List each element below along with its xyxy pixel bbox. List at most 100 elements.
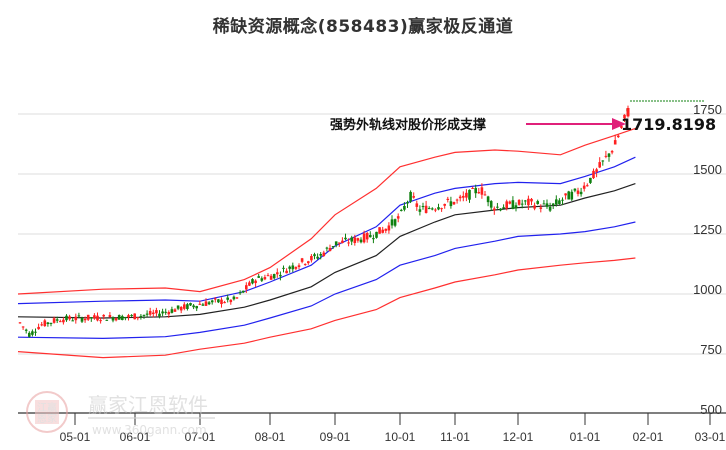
- up-candle: [465, 192, 468, 198]
- up-candle: [99, 320, 102, 322]
- y-tick-label: 750: [700, 342, 722, 357]
- up-candle: [424, 205, 428, 213]
- down-candle: [514, 205, 518, 209]
- outer-lower-red-line: [17, 257, 636, 359]
- up-candle: [269, 275, 273, 280]
- down-candle: [393, 219, 397, 226]
- up-candle: [248, 282, 251, 286]
- down-candle: [489, 201, 493, 208]
- up-candle: [604, 155, 608, 157]
- gridlines: [18, 113, 726, 355]
- down-candle: [400, 209, 403, 211]
- down-candle: [334, 241, 338, 246]
- down-candle: [139, 315, 143, 317]
- up-candle: [412, 196, 415, 198]
- up-candle: [620, 125, 623, 128]
- seal-icon: [26, 391, 68, 433]
- down-candle: [238, 292, 242, 294]
- up-candle: [623, 114, 626, 119]
- up-candle: [21, 326, 25, 328]
- up-candle: [505, 201, 508, 209]
- up-candle: [183, 304, 186, 309]
- down-candle: [524, 200, 527, 202]
- up-candle: [539, 207, 543, 209]
- watermark-brand: 赢家江恩软件: [88, 393, 208, 417]
- up-candle: [328, 248, 332, 252]
- channel-bands: [17, 127, 636, 359]
- down-candle: [130, 315, 133, 317]
- up-candle: [477, 192, 481, 194]
- price-label: 1719.8198: [621, 115, 716, 134]
- down-candle: [28, 332, 31, 337]
- up-candle: [102, 314, 105, 317]
- down-candle: [111, 317, 115, 321]
- x-tick-label: 02-01: [633, 430, 664, 444]
- up-candle: [68, 316, 71, 320]
- down-candle: [409, 191, 412, 202]
- down-candle: [260, 278, 264, 281]
- down-candle: [418, 209, 422, 212]
- down-candle: [71, 320, 74, 322]
- down-candle: [551, 203, 555, 206]
- down-candle: [161, 311, 164, 314]
- up-candle: [18, 322, 22, 324]
- down-candle: [406, 202, 409, 204]
- watermark: 江赢 恩家 赢家江恩软件 www.360gann.com: [26, 391, 215, 437]
- up-candle: [471, 187, 474, 189]
- down-candle: [607, 153, 611, 157]
- down-candle: [121, 316, 124, 320]
- up-candle: [220, 299, 223, 305]
- down-candle: [369, 235, 372, 238]
- down-candle: [325, 247, 329, 249]
- candlesticks: [18, 105, 630, 338]
- up-candle: [341, 240, 344, 244]
- up-candle: [74, 316, 78, 321]
- up-candle: [173, 309, 177, 312]
- x-tick-label: 01-01: [570, 430, 601, 444]
- up-candle: [356, 238, 360, 241]
- down-candle: [316, 256, 319, 259]
- inner-lower-blue-line: [17, 221, 636, 340]
- down-candle: [502, 207, 505, 209]
- down-candle: [207, 302, 211, 305]
- down-candle: [80, 317, 84, 322]
- down-candle: [251, 279, 254, 284]
- down-candle: [427, 208, 431, 210]
- down-candle: [189, 302, 192, 306]
- y-tick-label: 1250: [693, 222, 722, 237]
- y-tick-label: 500: [700, 402, 722, 417]
- down-candle: [282, 267, 285, 269]
- up-candle: [108, 315, 112, 318]
- down-candle: [589, 177, 592, 183]
- up-candle: [86, 314, 90, 320]
- up-candle: [294, 266, 298, 269]
- up-candle: [114, 318, 118, 321]
- svg-text:江赢: 江赢: [37, 401, 57, 414]
- down-candle: [24, 329, 28, 331]
- down-candle: [449, 201, 453, 207]
- middle-black-line: [17, 183, 636, 319]
- up-candle: [204, 301, 208, 306]
- up-candle: [62, 319, 65, 323]
- down-candle: [573, 188, 577, 191]
- down-candle: [170, 309, 174, 313]
- up-candle: [127, 315, 130, 318]
- down-candle: [350, 237, 353, 242]
- down-candle: [545, 203, 549, 207]
- up-candle: [300, 258, 304, 262]
- down-candle: [542, 203, 546, 205]
- x-tick-label: 03-01: [695, 430, 726, 444]
- y-tick-label: 1000: [693, 282, 722, 297]
- outer-upper-red-line: [17, 127, 636, 295]
- down-candle: [319, 254, 322, 256]
- up-candle: [381, 229, 384, 233]
- down-candle: [372, 238, 375, 240]
- down-candle: [375, 231, 378, 238]
- up-candle: [223, 302, 226, 304]
- up-candle: [155, 310, 158, 314]
- up-candle: [517, 199, 521, 205]
- y-tick-label: 1500: [693, 162, 722, 177]
- up-candle: [235, 297, 239, 299]
- down-candle: [49, 322, 53, 324]
- down-candle: [601, 160, 605, 162]
